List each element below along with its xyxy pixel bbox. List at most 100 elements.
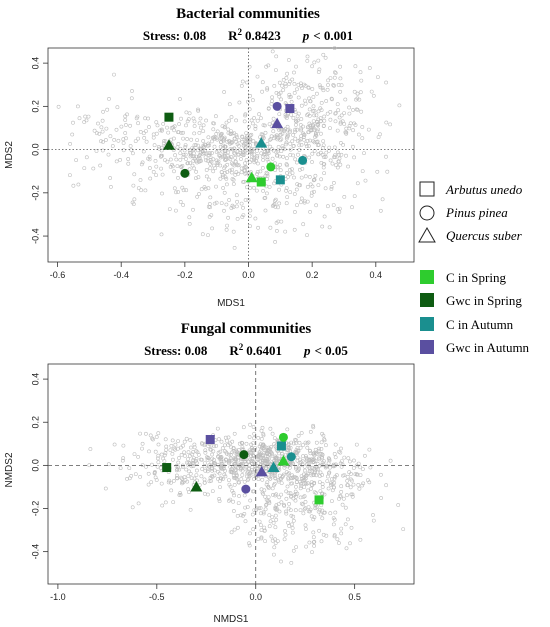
background-point (200, 232, 205, 237)
legend-item-arbutus: Arbutus unedo (419, 181, 523, 197)
background-point (294, 187, 299, 192)
background-point (332, 70, 337, 75)
background-point (277, 112, 282, 117)
background-point (141, 131, 146, 136)
background-point (375, 75, 380, 80)
background-point (299, 142, 304, 147)
background-point (299, 117, 304, 121)
background-point (211, 157, 216, 162)
background-point (274, 492, 279, 497)
background-point (176, 142, 181, 146)
background-point (284, 470, 289, 475)
background-point (371, 93, 376, 98)
background-point (324, 150, 329, 155)
background-point (367, 447, 372, 452)
background-point (179, 445, 183, 450)
background-point (147, 449, 151, 454)
background-point (223, 474, 228, 479)
background-point (213, 114, 218, 119)
background-point (271, 492, 275, 497)
background-point (350, 494, 355, 499)
background-point (297, 143, 302, 148)
background-point (349, 525, 354, 530)
background-point (195, 194, 200, 199)
background-point (94, 149, 99, 153)
background-point (261, 188, 266, 193)
background-point (312, 140, 317, 145)
background-point (287, 501, 292, 506)
background-point (296, 433, 301, 438)
centroid-c-autumn-circle (286, 452, 296, 462)
background-point (140, 446, 144, 451)
background-point (277, 201, 282, 206)
background-point (316, 152, 321, 157)
background-point (181, 136, 186, 141)
background-point (214, 184, 218, 189)
background-point (303, 174, 308, 179)
centroid-gwc-spring-triangle (162, 139, 175, 150)
legend-label: Gwc in Spring (446, 293, 522, 308)
background-point (231, 177, 236, 182)
color-swatch-icon (420, 270, 434, 284)
background-point (199, 441, 204, 446)
y-axis-label: MDS2 (4, 141, 15, 169)
background-point (303, 527, 308, 531)
background-point (214, 150, 219, 154)
background-point (124, 123, 128, 127)
background-point (159, 148, 164, 153)
background-point (184, 436, 189, 441)
background-point (285, 195, 290, 200)
background-point (289, 561, 294, 565)
background-point (261, 433, 266, 438)
background-point (328, 511, 333, 516)
background-point (305, 184, 310, 189)
background-point (333, 111, 338, 116)
background-point (302, 464, 307, 469)
background-point (143, 129, 148, 134)
background-point (264, 64, 269, 69)
background-point (268, 426, 273, 431)
y-tick-label: 0.4 (30, 57, 40, 70)
background-point (226, 215, 231, 220)
background-point (312, 451, 316, 455)
background-point (332, 83, 336, 88)
background-point (331, 83, 336, 87)
background-point (83, 114, 88, 119)
background-point (313, 173, 318, 178)
background-point (149, 462, 154, 467)
y-axis-label: NMDS2 (4, 452, 15, 487)
background-point (247, 64, 252, 69)
background-point (259, 151, 264, 156)
background-point (172, 446, 177, 451)
background-point (254, 159, 259, 163)
background-point (109, 184, 113, 189)
background-point (360, 467, 365, 472)
background-point (311, 104, 316, 109)
background-point (312, 539, 317, 544)
background-point (236, 501, 241, 506)
background-point (271, 203, 276, 208)
background-point (252, 116, 257, 120)
background-point (316, 109, 321, 114)
background-point (310, 160, 314, 164)
background-point (292, 175, 296, 180)
background-point (269, 534, 274, 539)
background-point (287, 92, 292, 97)
background-point (252, 431, 257, 436)
background-point (349, 472, 353, 476)
background-point (260, 154, 265, 159)
background-point (292, 227, 297, 232)
background-point (206, 177, 211, 182)
background-point (158, 128, 163, 133)
background-point (165, 125, 169, 130)
background-point (277, 457, 282, 462)
x-tick-label: 0.0 (242, 270, 255, 280)
background-point (343, 505, 348, 510)
background-point (187, 453, 192, 458)
background-point (355, 181, 360, 186)
background-point (178, 157, 183, 162)
background-point (106, 462, 111, 467)
background-point (314, 440, 319, 445)
background-point (215, 137, 220, 142)
background-point (227, 482, 232, 487)
